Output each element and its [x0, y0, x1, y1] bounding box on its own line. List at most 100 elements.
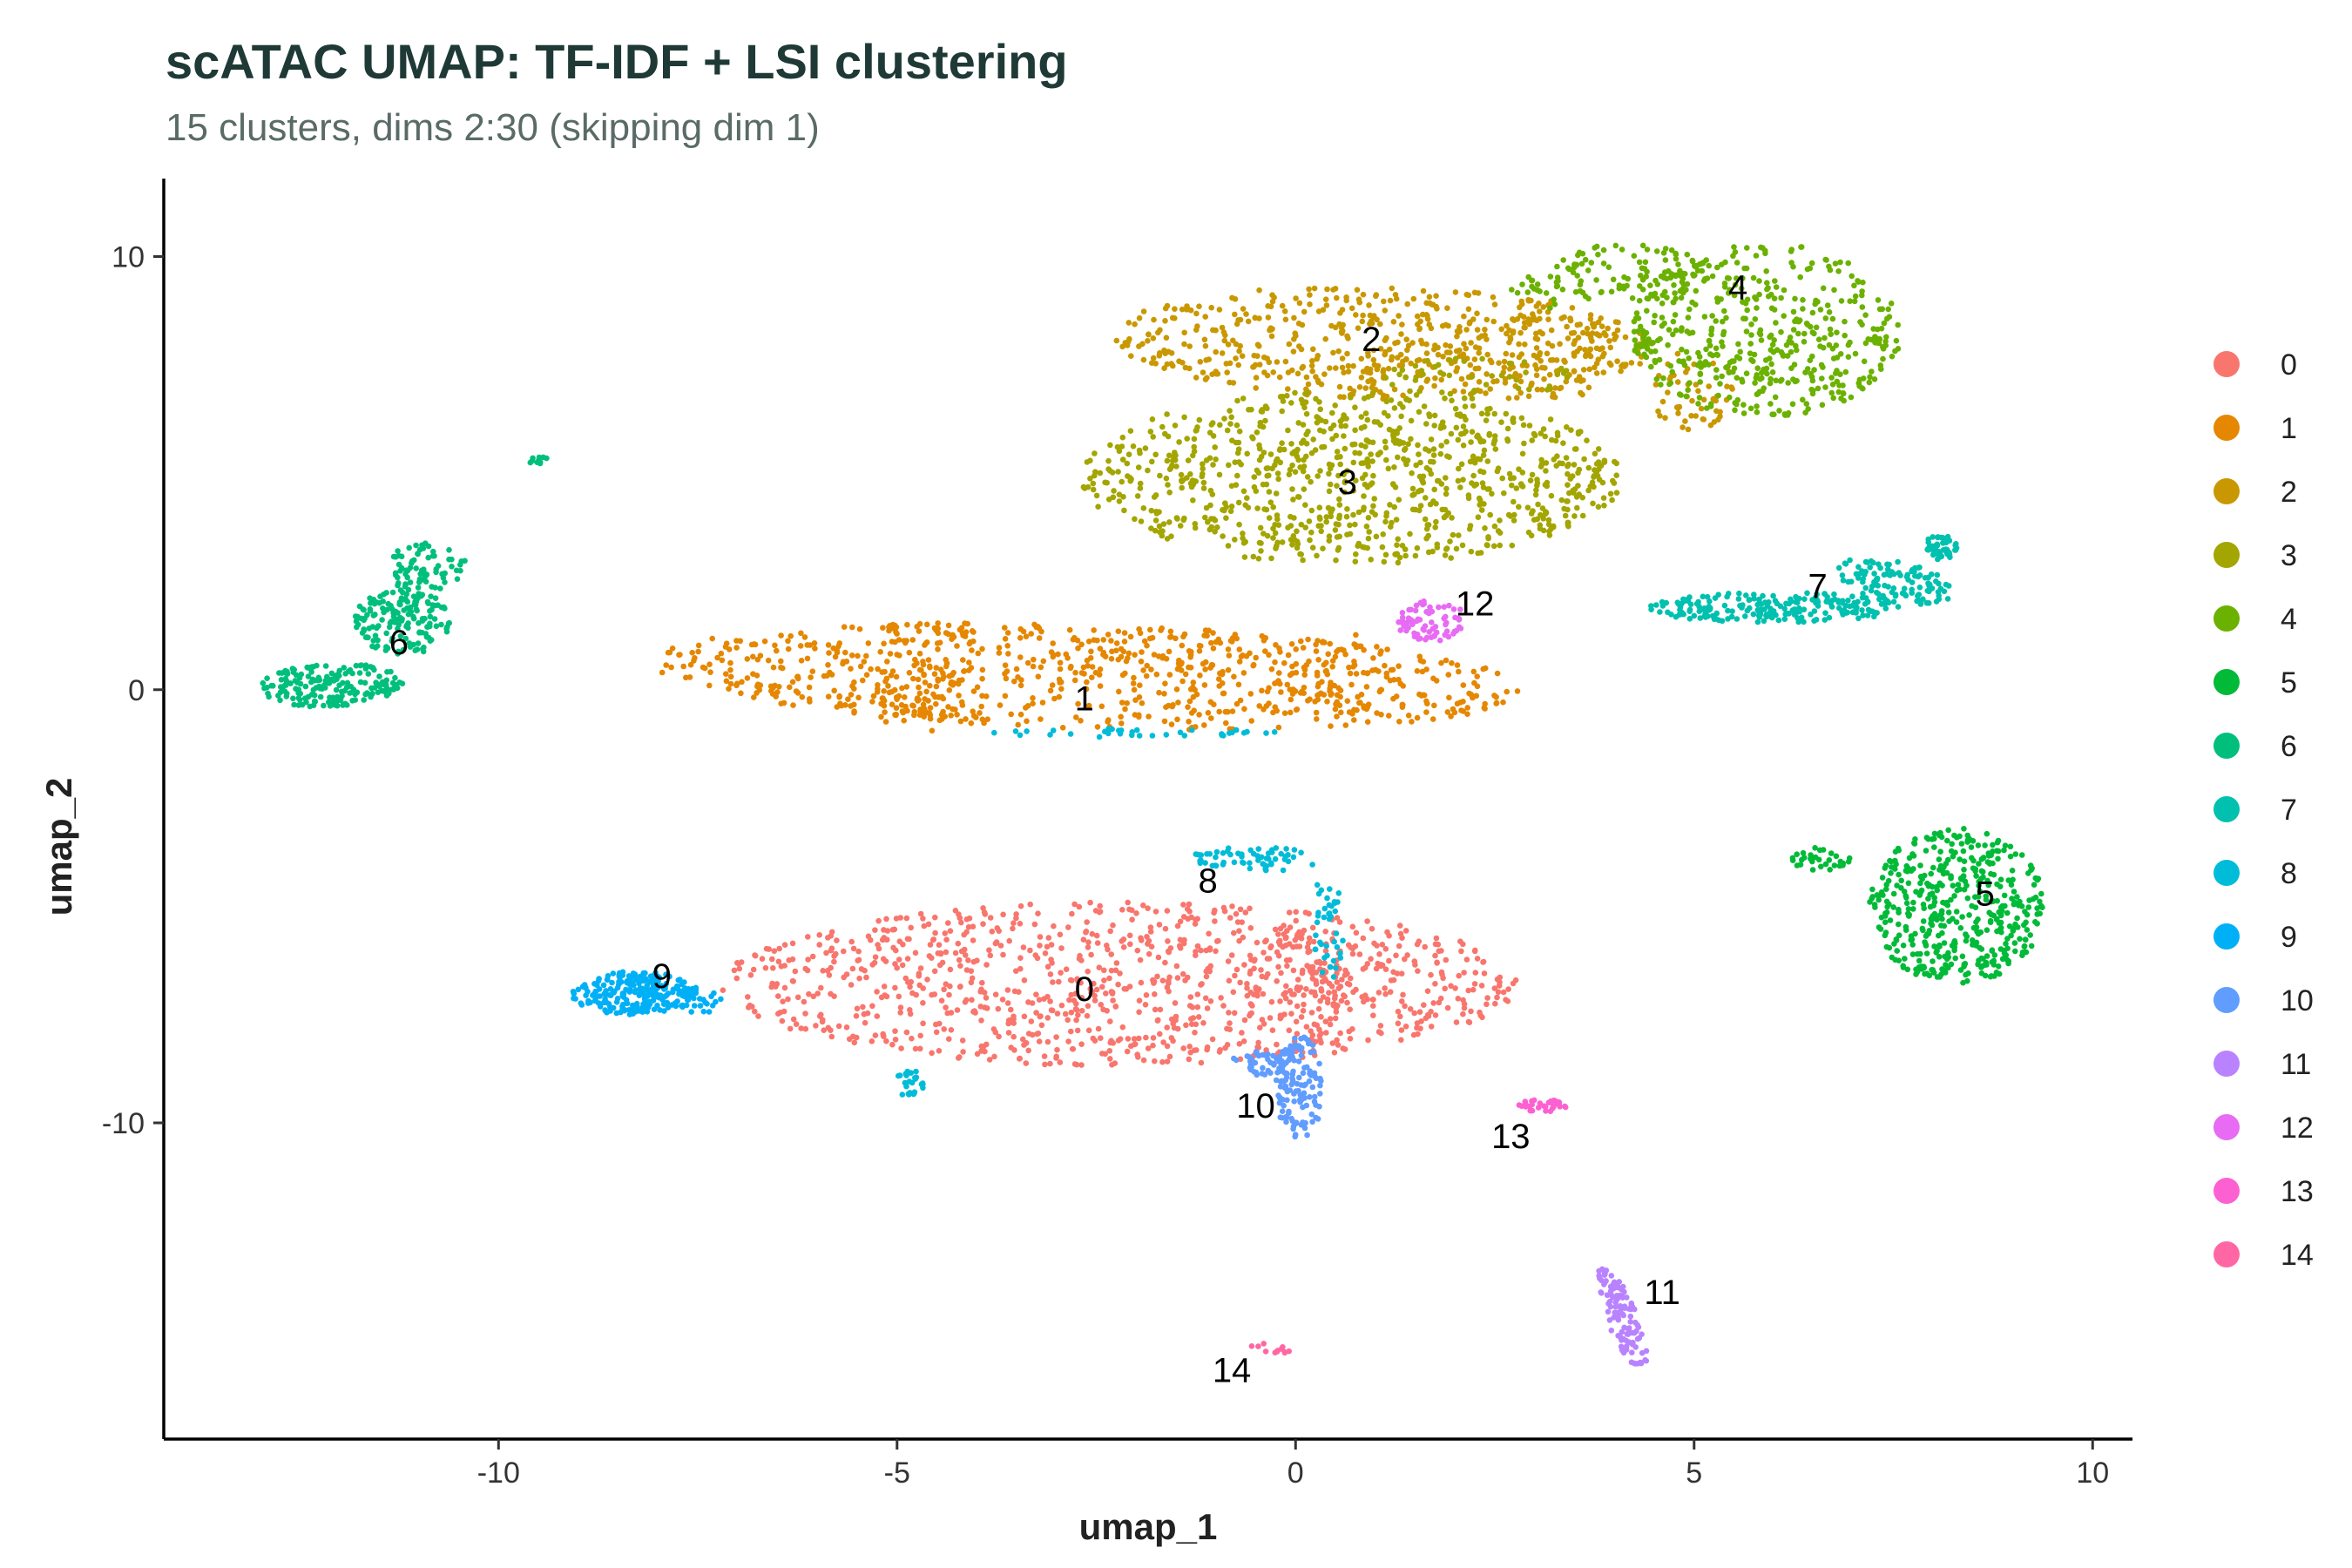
point — [1721, 308, 1727, 314]
point — [1313, 970, 1320, 976]
point — [1334, 1037, 1340, 1044]
point — [1321, 371, 1328, 377]
point — [806, 990, 812, 997]
point — [802, 965, 808, 972]
point — [1457, 484, 1463, 490]
point — [1336, 383, 1343, 390]
point — [1383, 456, 1389, 463]
point — [1024, 718, 1030, 725]
point — [1396, 923, 1403, 929]
point — [1048, 649, 1055, 655]
point — [2019, 952, 2025, 958]
point — [1233, 321, 1240, 328]
point — [1272, 530, 1279, 537]
point — [1818, 362, 1825, 368]
point — [1400, 683, 1406, 689]
point — [1847, 339, 1853, 346]
point — [945, 704, 951, 710]
point — [1888, 301, 1895, 307]
point — [1219, 350, 1226, 356]
point — [290, 695, 296, 702]
point — [1994, 916, 2000, 923]
point — [1359, 544, 1366, 551]
point — [877, 649, 883, 655]
point — [1824, 302, 1831, 308]
point — [1395, 536, 1401, 543]
point — [1619, 247, 1625, 253]
point — [909, 637, 916, 643]
point — [1352, 642, 1359, 648]
point — [1896, 871, 1902, 878]
point — [1595, 319, 1602, 326]
point — [1085, 639, 1092, 645]
point — [926, 953, 933, 959]
point — [1375, 451, 1382, 457]
point — [1275, 931, 1281, 937]
point — [1177, 918, 1184, 925]
point — [1459, 542, 1466, 549]
point — [1499, 475, 1505, 482]
point — [1213, 348, 1219, 355]
point — [1250, 553, 1257, 560]
point — [1031, 921, 1038, 928]
point — [1431, 702, 1437, 709]
point — [1337, 1030, 1343, 1037]
point — [1369, 389, 1376, 396]
point — [1503, 350, 1510, 357]
point — [1098, 1002, 1105, 1008]
point — [1842, 318, 1848, 325]
point — [1474, 683, 1481, 690]
point — [1659, 301, 1666, 307]
point — [878, 713, 884, 720]
point — [1149, 416, 1156, 422]
point — [1143, 1034, 1149, 1041]
point — [1136, 694, 1143, 700]
point — [1115, 1037, 1122, 1044]
point — [809, 668, 816, 674]
point — [1478, 410, 1485, 417]
point — [1343, 416, 1349, 422]
point — [718, 650, 725, 657]
point — [1113, 337, 1120, 344]
point — [1442, 985, 1448, 992]
point — [1631, 253, 1638, 260]
point — [1945, 954, 1952, 961]
point — [863, 652, 869, 659]
point — [896, 993, 902, 1000]
point — [1449, 397, 1455, 404]
point — [1539, 505, 1546, 511]
point — [1378, 648, 1384, 654]
point — [1124, 1048, 1131, 1055]
point — [786, 957, 792, 963]
point — [1121, 507, 1127, 514]
point — [937, 950, 944, 956]
point — [295, 702, 302, 708]
point — [1132, 516, 1138, 523]
point — [1356, 384, 1363, 390]
point — [1694, 362, 1701, 368]
point — [1720, 328, 1727, 335]
point — [1305, 698, 1311, 704]
point — [315, 674, 322, 681]
point — [1186, 909, 1193, 915]
point — [1410, 1031, 1417, 1038]
point — [868, 666, 874, 672]
point — [1983, 896, 1990, 903]
point — [1244, 981, 1250, 987]
point — [820, 1017, 826, 1024]
point — [1484, 458, 1491, 464]
point — [1258, 408, 1265, 415]
point — [790, 978, 796, 984]
point — [1898, 885, 1904, 891]
point — [1426, 467, 1433, 473]
point — [1228, 414, 1234, 421]
point — [1648, 341, 1655, 347]
point — [977, 710, 983, 716]
point — [1159, 423, 1166, 430]
point — [1236, 1041, 1243, 1047]
point — [848, 703, 854, 709]
point — [836, 640, 843, 646]
point — [1838, 298, 1845, 304]
point — [1165, 482, 1171, 488]
point — [1586, 366, 1592, 373]
